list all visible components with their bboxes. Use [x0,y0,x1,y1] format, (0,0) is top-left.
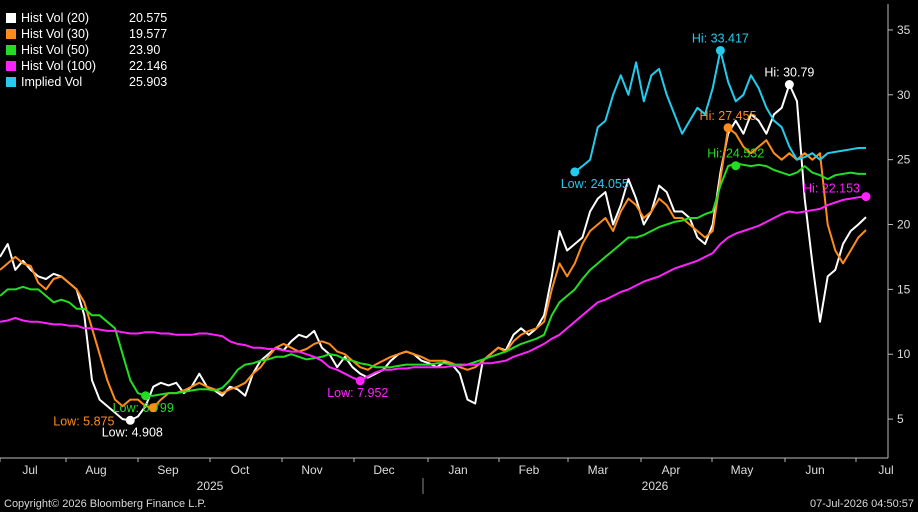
legend-label: Implied Vol [21,75,83,89]
chart-legend: Hist Vol (20) 20.575 Hist Vol (30) 19.57… [6,10,168,90]
y-tick-label: 15 [897,282,911,296]
legend-item: Hist Vol (20) 20.575 [6,10,167,26]
legend-swatch [6,61,16,71]
series-line [0,126,867,409]
hi-low-label: Low: 7.952 [327,386,388,400]
year-label: 2025 [197,479,224,493]
copyright-text: Copyright© 2026 Bloomberg Finance L.P. [4,498,207,510]
legend-label: Hist Vol (20) [21,11,90,25]
y-tick-label: 5 [897,412,904,426]
legend-value: 23.90 [129,43,161,57]
legend-value: 22.146 [129,59,168,73]
x-tick-label: Aug [85,463,106,477]
x-tick-label: Jun [805,463,824,477]
x-tick-label: Jul [878,463,893,477]
hi-low-label: Low: 6.799 [113,401,174,415]
hi-low-marker [570,167,580,177]
y-tick-label: 25 [897,153,911,167]
legend-value: 20.575 [129,11,168,25]
legend-label: Hist Vol (100) [21,59,97,73]
x-tick-label: Jan [448,463,467,477]
x-tick-label: Feb [519,463,540,477]
timestamp-text: 07-Jul-2026 04:50:57 [810,498,914,510]
y-tick-label: 20 [897,218,911,232]
hi-low-label: Hi: 27.455 [700,109,757,123]
hi-low-marker [731,161,741,171]
x-tick-label: Mar [588,463,609,477]
legend-value: 25.903 [129,75,168,89]
year-label: 2026 [642,479,669,493]
legend-item: Hist Vol (100) 22.146 [6,58,167,74]
legend-item: Hist Vol (50) 23.90 [6,42,167,58]
y-tick-label: 35 [897,23,911,37]
x-tick-label: Oct [231,463,250,477]
hi-low-label: Low: 4.908 [102,425,163,439]
x-tick-label: Jul [22,463,37,477]
hi-low-label: Hi: 24.532 [707,147,764,161]
x-tick-label: Sep [157,463,179,477]
hi-low-marker [125,415,135,425]
hi-low-label: Low: 5.875 [53,415,114,429]
hi-low-marker [148,403,158,413]
y-tick-label: 30 [897,88,911,102]
legend-swatch [6,45,16,55]
x-tick-label: Dec [373,463,394,477]
legend-item: Implied Vol 25.903 [6,74,167,90]
hi-low-label: Hi: 30.79 [764,66,814,80]
legend-swatch [6,13,16,23]
legend-swatch [6,29,16,39]
hi-low-marker [715,45,725,55]
hi-low-marker [355,376,365,386]
legend-label: Hist Vol (50) [21,43,90,57]
x-tick-label: Nov [301,463,322,477]
hi-low-marker [784,80,794,90]
hi-low-marker [723,123,733,133]
x-tick-label: May [731,463,754,477]
hi-low-label: Low: 24.055 [561,177,629,191]
legend-value: 19.577 [129,27,168,41]
y-tick-label: 10 [897,347,911,361]
hi-low-marker [861,192,871,202]
hi-low-label: Hi: 33.417 [692,31,749,45]
legend-item: Hist Vol (30) 19.577 [6,26,167,42]
series-line [0,195,867,382]
legend-swatch [6,77,16,87]
hi-low-label: Hi: 22.153 [803,182,860,196]
hi-low-marker [141,391,151,401]
legend-label: Hist Vol (30) [21,27,90,41]
x-tick-label: Apr [662,463,681,477]
